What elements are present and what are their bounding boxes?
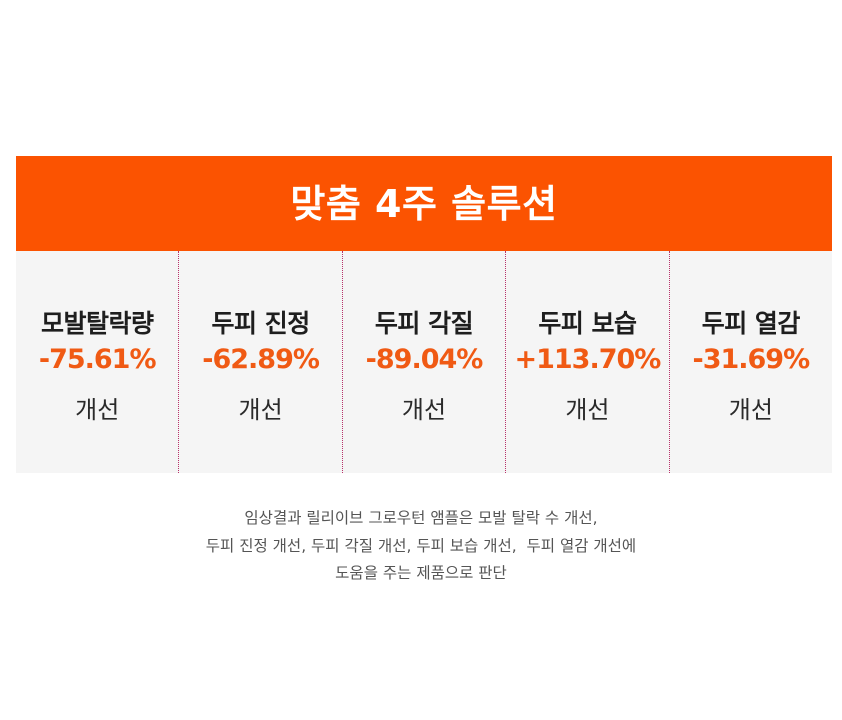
stat-label: 두피 각질 (374, 309, 474, 338)
caption-line: 두피 진정 개선, 두피 각질 개선, 두피 보습 개선, 두피 열감 개선에 (205, 536, 637, 555)
stat-value: -62.89% (202, 344, 320, 375)
stat-scalp-moisture: 두피 보습 +113.70% 개선 (505, 251, 668, 473)
stat-note: 개선 (75, 396, 120, 424)
stat-hair-loss: 모발탈락량 -75.61% 개선 (16, 251, 178, 473)
stat-label: 두피 열감 (701, 309, 801, 338)
stat-note: 개선 (728, 396, 773, 424)
stat-value: +113.70% (514, 344, 661, 375)
stat-value: -31.69% (692, 344, 810, 375)
stat-note: 개선 (401, 396, 447, 424)
stat-scalp-heat: 두피 열감 -31.69% 개선 (668, 251, 832, 473)
title-banner: 맞춤 4주 솔루션 (16, 156, 832, 251)
stats-panel: 모발탈락량 -75.61% 개선 두피 진정 -62.89% 개선 두피 각질 … (16, 251, 832, 473)
stat-label: 모발탈락량 (40, 309, 154, 338)
banner-title: 맞춤 4주 솔루션 (290, 181, 558, 226)
stat-label: 두피 진정 (211, 309, 311, 338)
caption-line: 도움을 주는 제품으로 판단 (335, 564, 507, 582)
stat-scalp-soothing: 두피 진정 -62.89% 개선 (178, 251, 341, 473)
stat-value: -75.61% (38, 344, 157, 375)
stat-note: 개선 (565, 396, 610, 424)
stat-label: 두피 보습 (538, 309, 637, 338)
stat-value: -89.04% (365, 344, 484, 375)
caption-line: 임상결과 릴리이브 그로우턴 앰플은 모발 탈락 수 개선, (244, 509, 598, 527)
clinical-result-caption: 임상결과 릴리이브 그로우턴 앰플은 모발 탈락 수 개선, 두피 진정 개선,… (0, 505, 842, 588)
stat-note: 개선 (238, 396, 283, 424)
stat-scalp-dead-skin: 두피 각질 -89.04% 개선 (341, 251, 505, 473)
